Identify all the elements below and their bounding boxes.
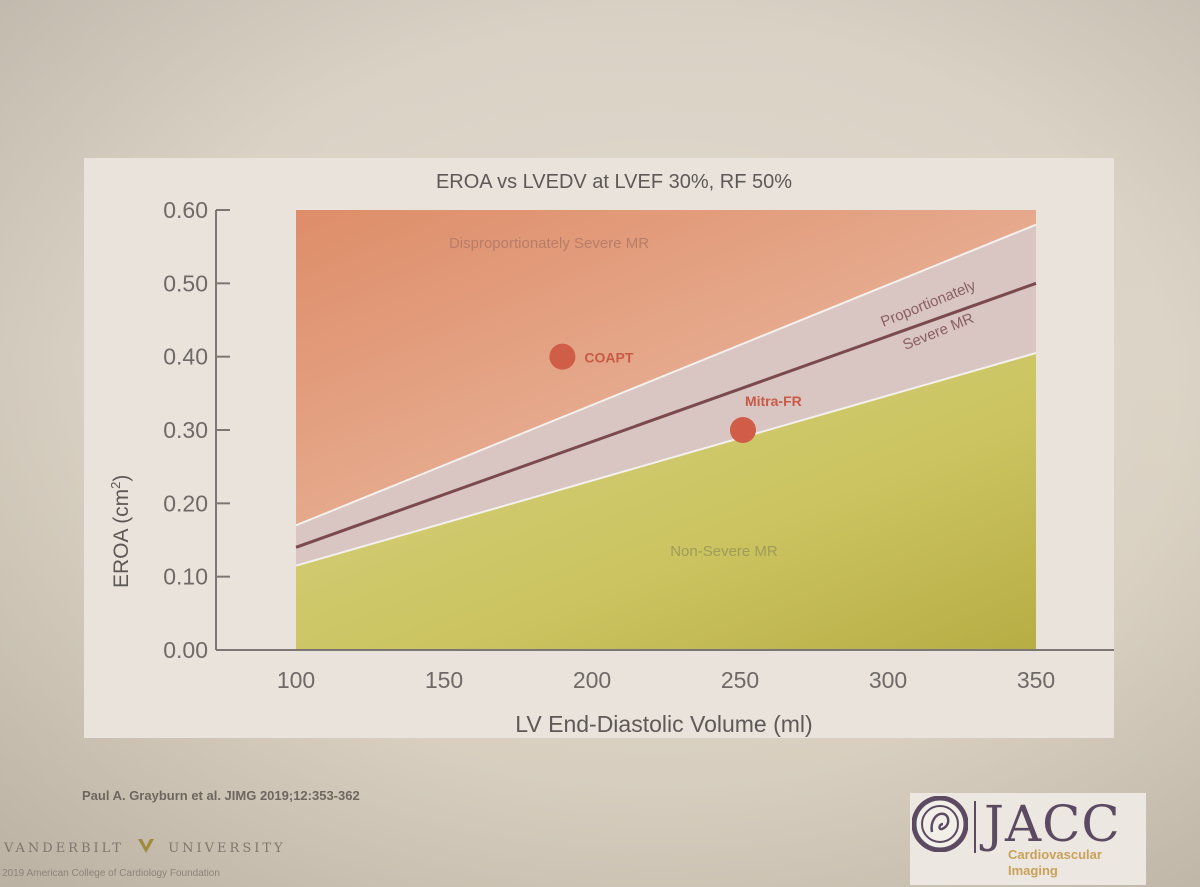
x-tick-label-0: 100	[277, 667, 315, 693]
x-axis-label: LV End-Diastolic Volume (ml)	[515, 711, 812, 737]
x-tick-label-4: 300	[869, 667, 907, 693]
y-axis-label-close: )	[110, 475, 133, 482]
citation: Paul A. Grayburn et al. JIMG 2019;12:353…	[82, 788, 360, 803]
series-line-0	[295, 281, 1037, 549]
chart-panel: 0.00 0.10 0.20 0.30 0.40 0.50 0.60 100 150 200 250…	[84, 158, 1114, 738]
x-tick-label-3: 250	[721, 667, 759, 693]
y-tick-label-2: 0.20	[163, 490, 208, 516]
y-axis-label-text: EROA (cm	[110, 489, 133, 588]
y-tick-label-4: 0.40	[163, 344, 208, 370]
y-tick-label-6: 0.60	[163, 197, 208, 223]
y-tick-label-0: 0.00	[163, 637, 208, 663]
y-tick-label-1: 0.10	[163, 564, 208, 590]
point-coapt	[549, 343, 576, 370]
y-tick-label-5: 0.50	[163, 270, 208, 296]
region-label-disproportionate: Disproportionately Severe MR	[449, 235, 649, 252]
jacc-logo: JACC Cardiovascular Imaging	[910, 793, 1146, 885]
band-lower-edge	[295, 352, 1037, 567]
x-tick-label-2: 200	[573, 667, 611, 693]
x-tick-label-5: 350	[1017, 667, 1055, 693]
y-tick-label-3: 0.30	[163, 417, 208, 443]
region-non-severe	[296, 353, 1036, 650]
region-label-non-severe: Non-Severe MR	[670, 543, 778, 560]
university-name-2: UNIVERSITY	[168, 841, 286, 856]
copyright: 2019 American College of Cardiology Foun…	[2, 868, 220, 879]
y-axis-label: EROA (cm2)	[108, 475, 133, 588]
logo-subtitle: Cardiovascular Imaging	[1008, 847, 1146, 879]
university-logo: VANDERBILT UNIVERSITY	[4, 838, 286, 856]
chart: 0.00 0.10 0.20 0.30 0.40 0.50 0.60 100 150 200 250…	[108, 171, 1114, 737]
x-tick-label-1: 150	[425, 667, 463, 693]
university-name: VANDERBILT	[4, 841, 124, 856]
chart-title: EROA vs LVEDV at LVEF 30%, RF 50%	[436, 171, 792, 193]
oak-leaf-icon	[138, 839, 155, 853]
region-disproportionate	[296, 210, 1036, 526]
logo-subtitle-line-1: Cardiovascular	[1008, 847, 1102, 862]
point-mitra-fr	[729, 417, 756, 443]
journal-seal-icon	[912, 796, 968, 852]
band-upper-edge	[295, 223, 1037, 527]
logo-word: JACC	[984, 795, 1121, 853]
logo-divider	[974, 801, 976, 853]
point-label-0: COAPT	[584, 350, 633, 366]
y-axis-label-sup: 2	[108, 482, 123, 489]
point-label-1: Mitra-FR	[745, 393, 802, 409]
logo-subtitle-line-2: Imaging	[1008, 863, 1058, 878]
